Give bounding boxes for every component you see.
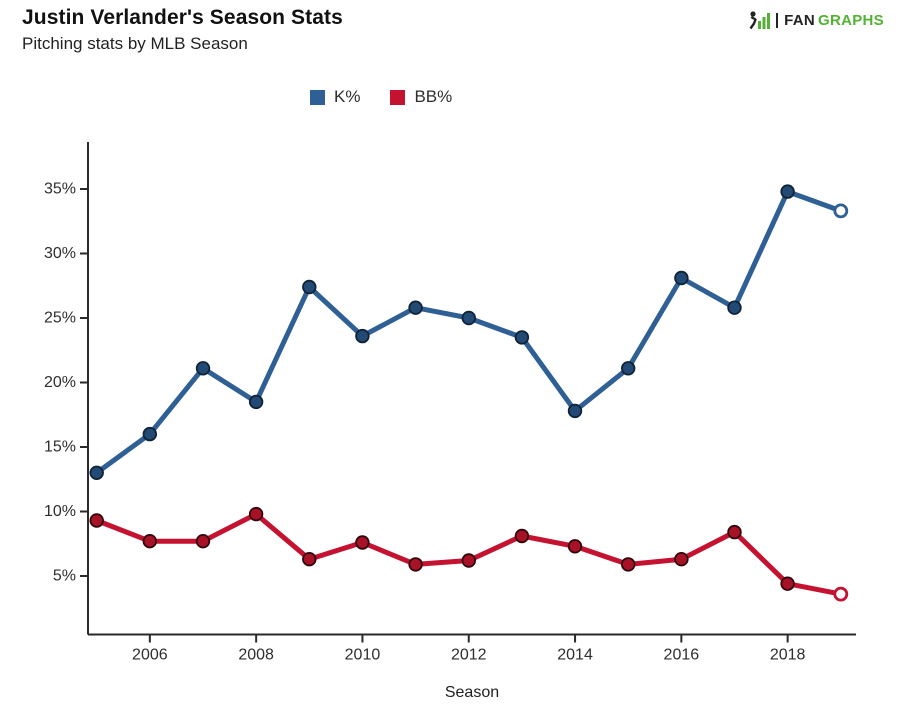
data-point-bb-pct-2009 <box>302 552 317 567</box>
y-tick-label: 15% <box>44 439 76 456</box>
data-point-bb-pct-2016 <box>674 552 689 567</box>
chart-legend: K% BB% <box>310 87 452 107</box>
k-pct-label: K% <box>334 87 361 106</box>
fangraphs-logo[interactable]: FAN GRAPHS <box>748 10 884 30</box>
x-tick-label: 2010 <box>345 647 381 664</box>
y-tick-label: 35% <box>44 181 76 198</box>
fangraphs-logo-icon <box>748 10 772 30</box>
x-tick-label: 2006 <box>132 647 168 664</box>
x-axis-title: Season <box>445 684 499 701</box>
logo-separator <box>775 12 779 28</box>
data-point-bb-pct-2008 <box>248 506 264 522</box>
legend-item-bb-pct[interactable]: BB% <box>390 87 452 107</box>
series-line-k-pct <box>94 189 844 476</box>
data-point-k-pct-2017 <box>727 300 742 315</box>
data-point-bb-pct-2017 <box>727 524 742 540</box>
data-point-k-pct-2016 <box>674 270 689 286</box>
data-point-bb-pct-2011 <box>408 557 423 572</box>
x-tick-label: 2014 <box>557 647 593 664</box>
data-point-bb-pct-2019 <box>833 586 849 602</box>
data-point-bb-pct-2013 <box>514 528 530 544</box>
data-point-bb-pct-2006 <box>142 534 158 549</box>
logo-text-fan: FAN <box>784 11 816 29</box>
page-title: Justin Verlander's Season Stats <box>22 6 343 29</box>
data-point-k-pct-2006 <box>142 426 158 442</box>
data-point-k-pct-2010 <box>355 328 370 344</box>
x-tick-label: 2008 <box>238 647 274 664</box>
data-point-bb-pct-2012 <box>461 553 477 568</box>
y-tick-label: 30% <box>44 245 76 262</box>
data-point-k-pct-2005 <box>89 465 104 481</box>
data-point-bb-pct-2007 <box>195 534 211 549</box>
data-point-k-pct-2009 <box>302 279 317 295</box>
data-point-k-pct-2008 <box>248 394 264 410</box>
data-point-bb-pct-2014 <box>567 539 583 554</box>
x-tick-label: 2012 <box>451 647 487 664</box>
x-tick-label: 2018 <box>770 647 806 664</box>
data-point-k-pct-2013 <box>514 330 530 345</box>
data-point-bb-pct-2015 <box>621 557 636 572</box>
k-pct-swatch <box>310 89 325 105</box>
data-point-k-pct-2012 <box>461 310 477 326</box>
legend-item-k-pct[interactable]: K% <box>310 87 360 107</box>
data-point-bb-pct-2005 <box>89 513 104 528</box>
x-tick-label: 2016 <box>664 647 700 664</box>
data-point-k-pct-2011 <box>408 300 423 315</box>
data-point-k-pct-2018 <box>780 184 795 199</box>
y-tick-label: 20% <box>44 374 76 391</box>
data-point-k-pct-2007 <box>195 361 211 376</box>
y-tick-label: 25% <box>44 310 76 327</box>
y-tick-label: 10% <box>44 503 76 520</box>
y-tick-label: 5% <box>53 568 76 585</box>
data-point-bb-pct-2018 <box>780 576 795 591</box>
page-subtitle: Pitching stats by MLB Season <box>22 34 248 53</box>
data-point-k-pct-2019 <box>833 203 849 219</box>
bb-pct-swatch <box>390 89 406 105</box>
data-point-bb-pct-2010 <box>355 535 370 550</box>
data-point-k-pct-2015 <box>621 361 636 376</box>
bb-pct-label: BB% <box>414 87 453 106</box>
data-point-k-pct-2014 <box>567 403 583 419</box>
logo-text-graphs: GRAPHS <box>818 11 884 29</box>
